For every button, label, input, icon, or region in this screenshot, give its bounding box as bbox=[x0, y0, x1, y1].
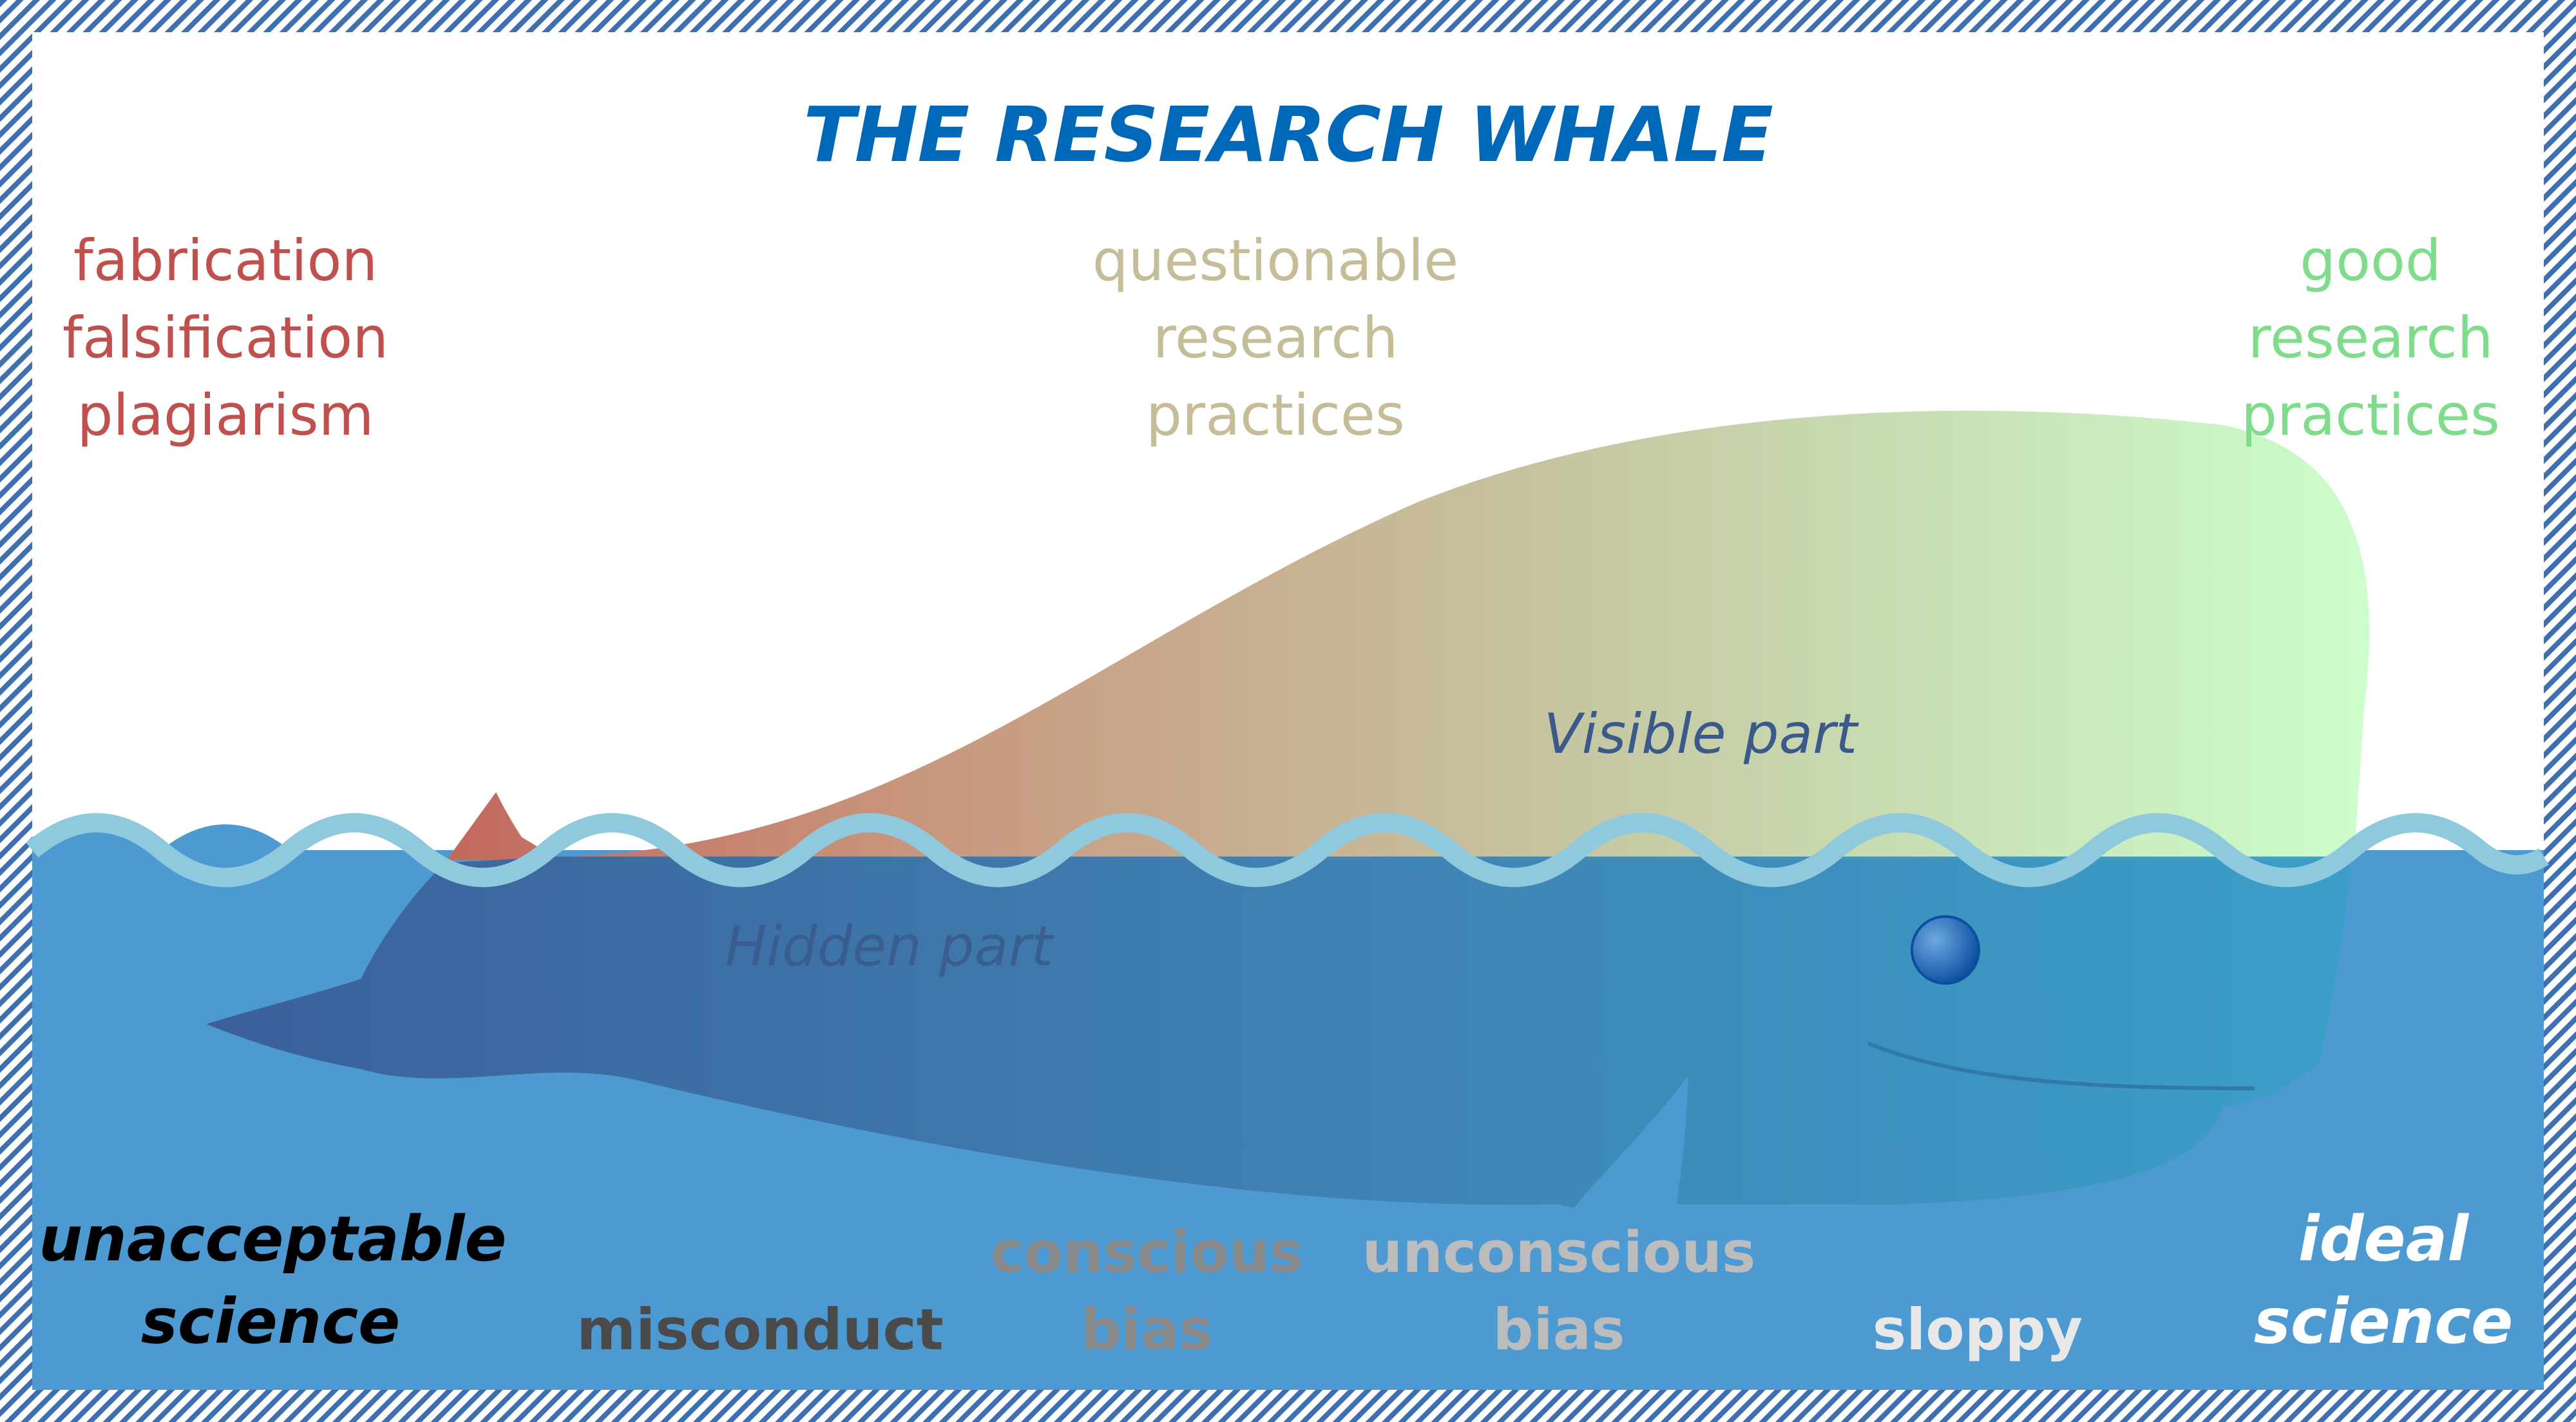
unacceptable-science-label: unacceptable science bbox=[39, 1198, 507, 1363]
ideal-text: ideal bbox=[2298, 1203, 2469, 1275]
hidden-part-label: Hidden part bbox=[725, 915, 1053, 979]
conscious-bias-label: conscious bias bbox=[966, 1214, 1327, 1369]
visible-part-label: Visible part bbox=[1543, 702, 1858, 766]
falsification-text: falsification bbox=[62, 305, 388, 371]
ideal-science-text: science bbox=[2253, 1285, 2514, 1358]
misconduct-label: misconduct bbox=[577, 1296, 944, 1363]
questionable-research-text: research bbox=[1152, 305, 1398, 371]
good-research-text: research bbox=[2247, 305, 2494, 371]
unconscious-text: unconscious bbox=[1362, 1219, 1756, 1285]
unacceptable-science-text: science bbox=[140, 1285, 401, 1358]
good-practices-label: good research practices bbox=[2190, 222, 2551, 454]
plagiarism-text: plagiarism bbox=[77, 382, 374, 448]
unconscious-bias-label: unconscious bias bbox=[1353, 1214, 1765, 1369]
misconduct-types-label: fabrication falsification plagiarism bbox=[26, 222, 425, 454]
whale-hidden-part bbox=[206, 857, 2351, 1209]
whale-visible-part bbox=[446, 410, 2369, 860]
fabrication-text: fabrication bbox=[73, 227, 378, 294]
questionable-text: questionable bbox=[1092, 227, 1459, 294]
good-text: good bbox=[2300, 227, 2441, 294]
unconscious-bias-text: bias bbox=[1493, 1296, 1625, 1363]
questionable-practices-text: practices bbox=[1146, 382, 1405, 448]
sloppy-label: sloppy bbox=[1872, 1296, 2083, 1363]
unacceptable-text: unacceptable bbox=[39, 1203, 507, 1275]
conscious-text: conscious bbox=[990, 1219, 1303, 1285]
good-practices-text: practices bbox=[2241, 382, 2500, 448]
whale-flipper bbox=[1572, 1076, 1688, 1217]
whale-mouth bbox=[1867, 1041, 2255, 1090]
wave-line bbox=[26, 813, 2549, 887]
questionable-practices-label: questionable research practices bbox=[1044, 222, 1507, 454]
whale-eye bbox=[1911, 915, 1980, 985]
conscious-bias-text: bias bbox=[1080, 1296, 1213, 1363]
diagram-title: THE RESEARCH WHALE bbox=[803, 90, 1773, 179]
ideal-science-label: ideal science bbox=[2216, 1198, 2551, 1363]
